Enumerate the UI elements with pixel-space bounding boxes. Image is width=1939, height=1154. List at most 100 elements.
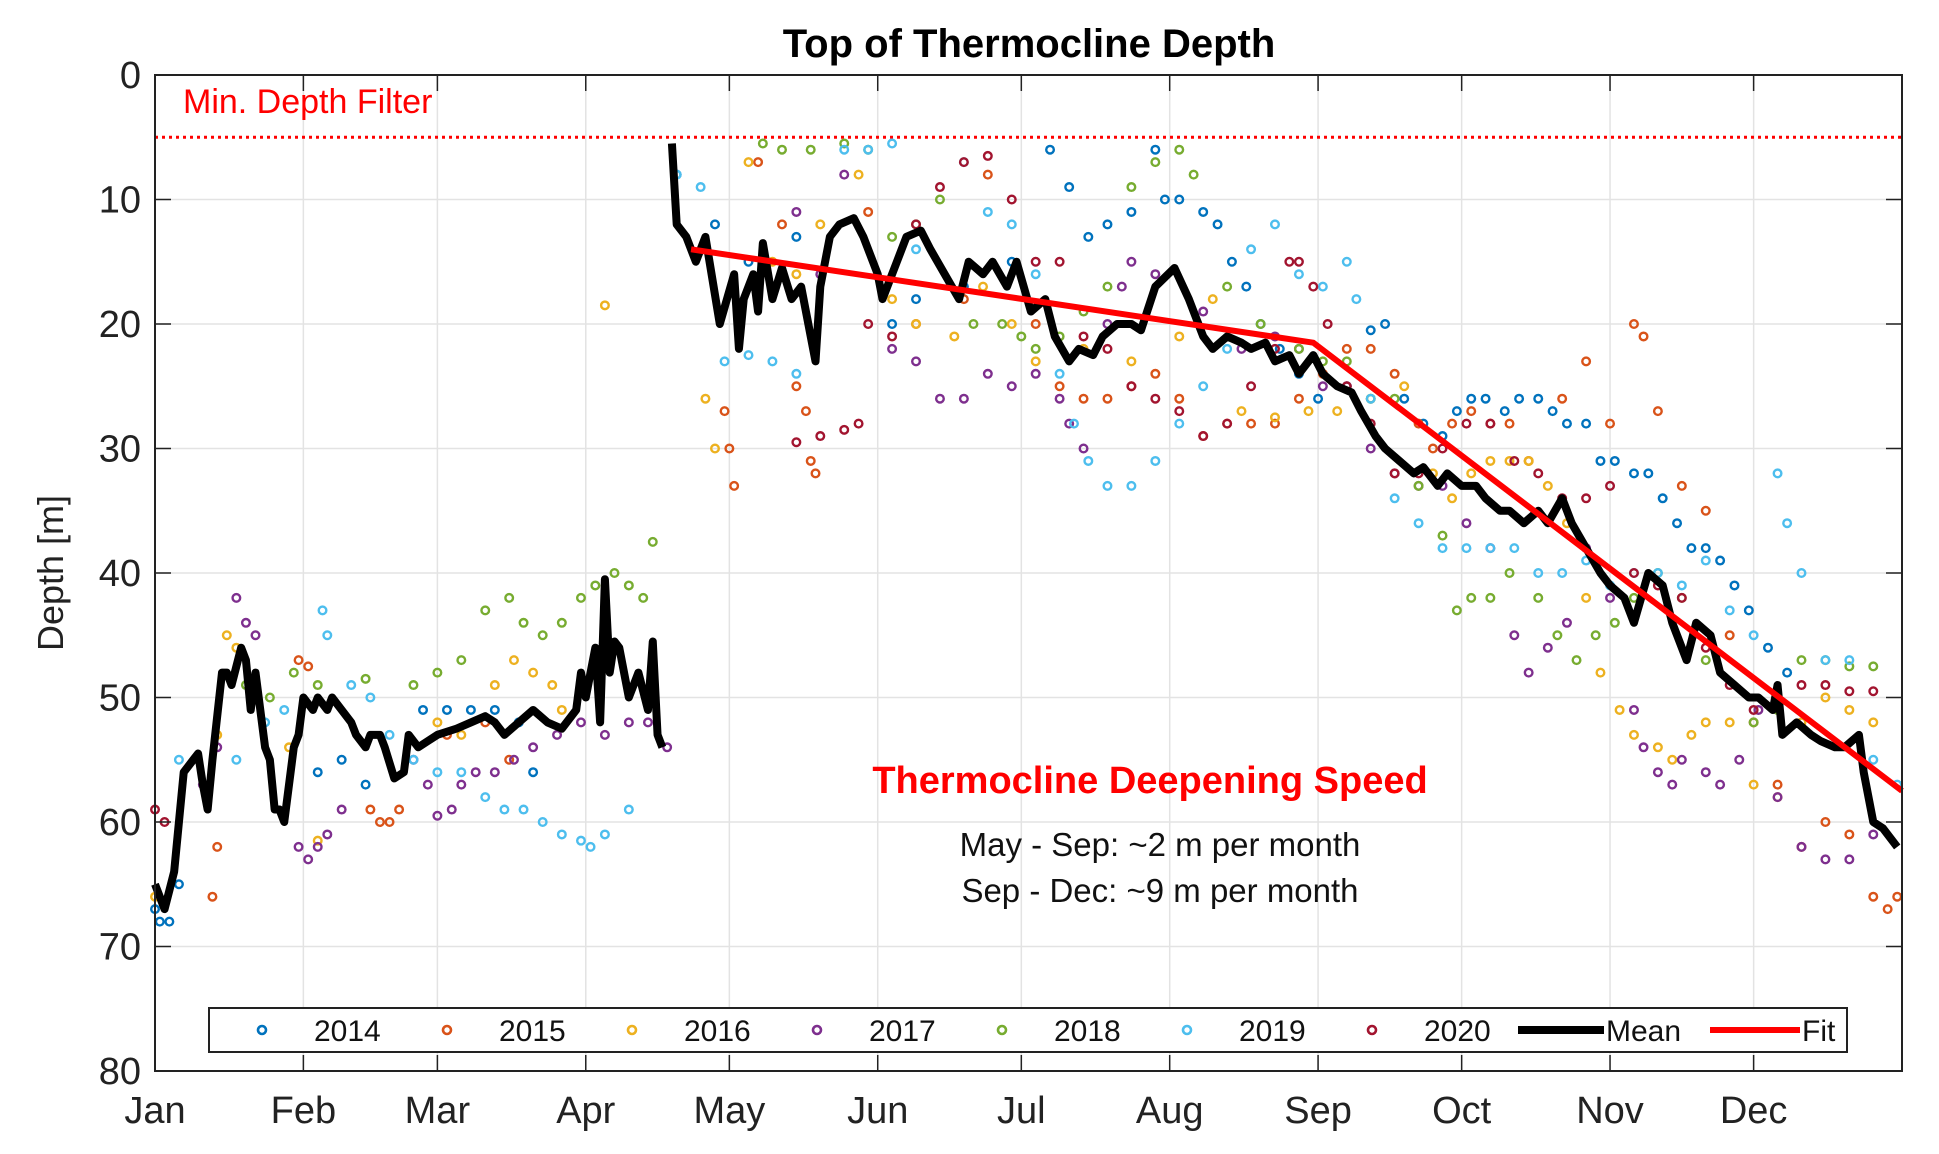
data-point-2017	[1820, 854, 1831, 865]
data-point-2018	[556, 617, 567, 628]
data-point-2017	[575, 717, 586, 728]
data-point-2020	[1509, 455, 1520, 466]
data-point-2016	[1724, 717, 1735, 728]
data-point-2020	[1322, 319, 1333, 330]
x-tick-label: Mar	[405, 1090, 471, 1132]
data-point-2017	[887, 343, 898, 354]
data-point-2014	[1150, 144, 1161, 155]
data-point-2014	[312, 767, 323, 778]
data-point-2019	[556, 829, 567, 840]
legend-label-2018: 2018	[1054, 1015, 1121, 1048]
data-point-2014	[1313, 393, 1324, 404]
legend-label-2014: 2014	[314, 1015, 381, 1048]
data-point-2014	[1380, 319, 1391, 330]
data-point-2019	[1054, 368, 1065, 379]
data-point-2015	[1892, 891, 1903, 902]
data-point-2018	[504, 592, 515, 603]
y-tick-label: 30	[99, 429, 141, 471]
data-point-2015	[729, 480, 740, 491]
data-point-2015	[1293, 393, 1304, 404]
data-point-2018	[360, 673, 371, 684]
data-point-2018	[1796, 655, 1807, 666]
data-point-2019	[743, 350, 754, 361]
data-point-2017	[1054, 393, 1065, 404]
data-point-2014	[1715, 555, 1726, 566]
x-tick-label: Jul	[997, 1090, 1046, 1132]
data-point-2016	[1667, 754, 1678, 765]
data-point-2019	[317, 605, 328, 616]
data-point-2020	[1308, 281, 1319, 292]
data-point-2014	[173, 879, 184, 890]
data-point-2020	[958, 157, 969, 168]
data-point-2017	[1753, 704, 1764, 715]
data-point-2015	[394, 804, 405, 815]
data-point-2018	[1437, 530, 1448, 541]
data-point-2017	[303, 854, 314, 865]
data-point-2017	[1715, 779, 1726, 790]
data-point-2019	[1437, 543, 1448, 554]
data-point-2019	[1068, 418, 1079, 429]
data-point-2019	[1083, 455, 1094, 466]
data-point-2016	[1504, 455, 1515, 466]
data-point-2014	[1547, 406, 1558, 417]
data-point-2018	[1222, 281, 1233, 292]
data-point-2017	[1064, 418, 1075, 429]
data-point-2016	[791, 269, 802, 280]
data-point-2014	[1743, 605, 1754, 616]
data-point-2020	[1174, 406, 1185, 417]
data-point-2014	[1198, 206, 1209, 217]
data-point-2019	[173, 754, 184, 765]
data-point-2015	[810, 468, 821, 479]
y-tick-label: 50	[99, 678, 141, 720]
data-point-2014	[911, 294, 922, 305]
data-point-2015	[1341, 343, 1352, 354]
data-point-2019	[575, 835, 586, 846]
data-point-2019	[1351, 294, 1362, 305]
data-point-2014	[1700, 543, 1711, 554]
legend-marker-2017	[811, 1024, 823, 1036]
data-point-2019	[384, 729, 395, 740]
data-point-2019	[911, 244, 922, 255]
data-point-2019	[1198, 381, 1209, 392]
data-point-2020	[982, 150, 993, 161]
data-point-2016	[743, 157, 754, 168]
data-point-2018	[1030, 343, 1041, 354]
data-point-2018	[432, 667, 443, 678]
data-point-2020	[934, 182, 945, 193]
data-point-2019	[480, 792, 491, 803]
data-point-2018	[1590, 630, 1601, 641]
data-point-2018	[1700, 655, 1711, 666]
data-point-2017	[958, 393, 969, 404]
data-point-2019	[365, 692, 376, 703]
data-point-2019	[1269, 219, 1280, 230]
data-point-2018	[480, 605, 491, 616]
data-point-2019	[231, 754, 242, 765]
data-point-2015	[1700, 505, 1711, 516]
data-point-2014	[360, 779, 371, 790]
data-point-2016	[978, 281, 989, 292]
annotation: Thermocline Deepening Speed May - Sep: ~…	[872, 760, 1427, 909]
data-point-2014	[1212, 219, 1223, 230]
data-point-2014	[1762, 642, 1773, 653]
data-point-2015	[212, 841, 223, 852]
series-2017	[197, 169, 1879, 865]
data-point-2017	[1078, 443, 1089, 454]
legend-label-fit: Fit	[1802, 1015, 1836, 1048]
data-point-2018	[1451, 605, 1462, 616]
data-point-2016	[1595, 667, 1606, 678]
data-point-2017	[1542, 642, 1553, 653]
data-point-2016	[709, 443, 720, 454]
data-point-2014	[1672, 518, 1683, 529]
data-point-2018	[1609, 617, 1620, 628]
data-point-2017	[322, 829, 333, 840]
data-point-2017	[1150, 269, 1161, 280]
data-point-2014	[1595, 455, 1606, 466]
data-point-2016	[1652, 742, 1663, 753]
data-point-2015	[293, 655, 304, 666]
data-point-2016	[1523, 455, 1534, 466]
data-point-2018	[312, 680, 323, 691]
data-point-2016	[887, 294, 898, 305]
data-point-2016	[1332, 406, 1343, 417]
data-point-2015	[1078, 393, 1089, 404]
data-point-2014	[1657, 493, 1668, 504]
